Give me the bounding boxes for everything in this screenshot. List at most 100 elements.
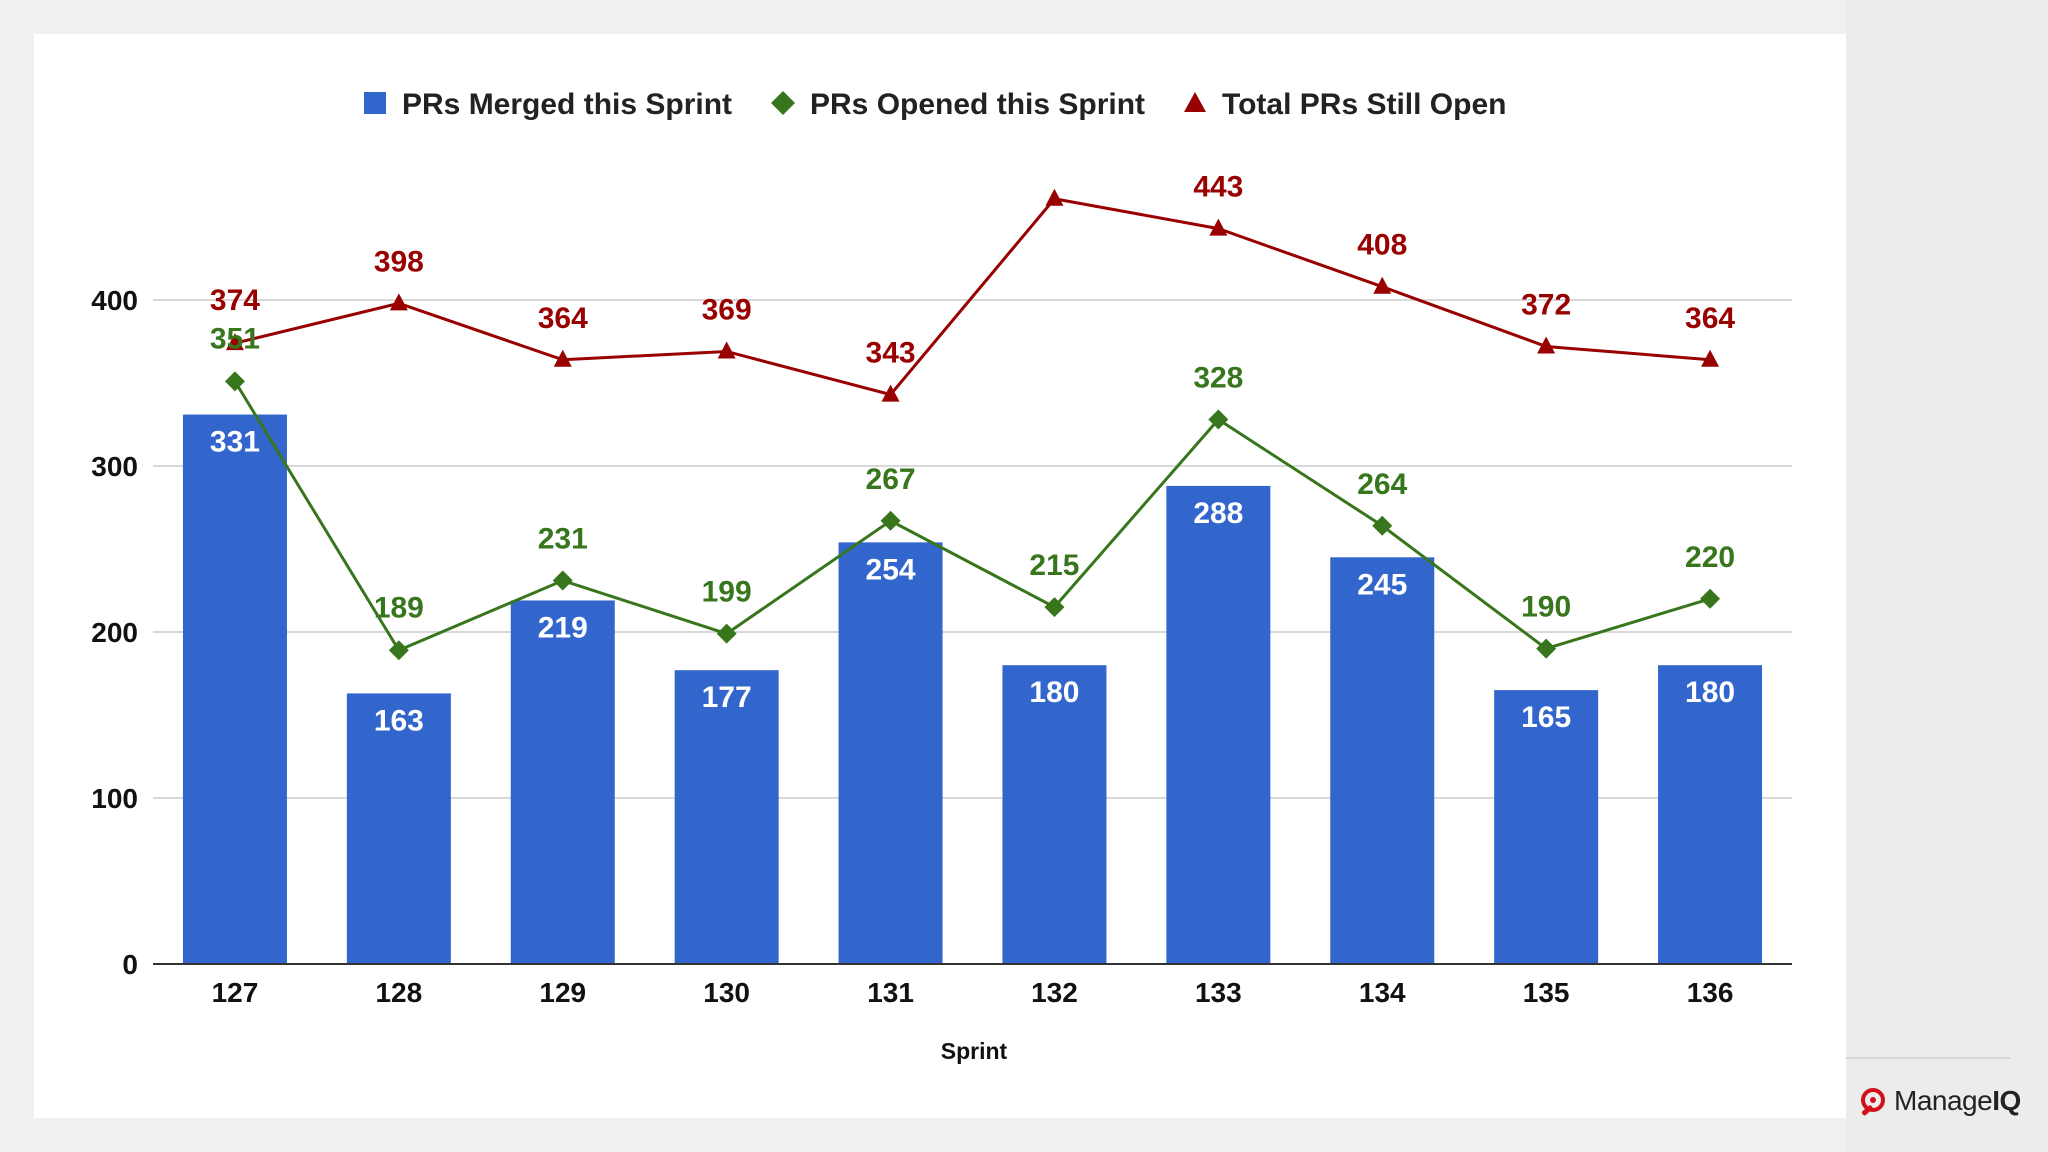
data-point — [1700, 588, 1721, 609]
bar-data-label: 163 — [374, 704, 424, 737]
legend-label: PRs Opened this Sprint — [810, 88, 1145, 121]
bar — [1166, 485, 1271, 964]
legend: PRs Merged this Sprint PRs Opened this Sp… — [364, 88, 1506, 121]
bar-data-label: 180 — [1685, 676, 1735, 709]
x-axis: 127 128 129 130 131 132 133 134 135 136 — [212, 977, 1734, 1008]
bar-series-merged: 331 163 219 177 254 180 288 245 165 180 — [153, 414, 1792, 965]
bar-data-label: 245 — [1357, 568, 1407, 601]
series-line — [234, 197, 1711, 397]
bar — [510, 600, 615, 964]
line-data-label: 328 — [1193, 362, 1243, 395]
data-point — [1537, 336, 1556, 354]
y-tick-label: 100 — [91, 783, 138, 814]
x-tick-label: 135 — [1523, 977, 1570, 1008]
x-tick-label: 136 — [1687, 977, 1734, 1008]
brand-name: ManageIQ — [1894, 1085, 2021, 1117]
footer-divider — [1846, 1057, 2010, 1059]
bar-data-label: 254 — [866, 553, 916, 586]
legend-label: PRs Merged this Sprint — [402, 88, 732, 121]
bar-data-label: 180 — [1029, 676, 1079, 709]
bar — [1330, 557, 1435, 964]
line-data-label: 199 — [702, 576, 752, 609]
data-point — [1372, 515, 1393, 536]
y-tick-label: 400 — [91, 285, 138, 316]
bar-data-label: 288 — [1193, 497, 1243, 530]
bar — [1658, 665, 1763, 964]
x-tick-label: 134 — [1359, 977, 1406, 1008]
brand-name-prefix: Manage — [1894, 1085, 1993, 1116]
bar — [674, 670, 779, 964]
line-data-label: 443 — [1193, 171, 1243, 204]
combo-chart: PRs Merged this Sprint PRs Opened this Sp… — [91, 88, 1792, 1064]
x-tick-label: 129 — [539, 977, 586, 1008]
data-point — [389, 293, 408, 311]
line-data-label: 220 — [1685, 541, 1735, 574]
x-tick-label: 127 — [212, 977, 259, 1008]
line-data-label: 369 — [702, 293, 752, 326]
data-point — [1209, 218, 1228, 236]
data-point — [1045, 188, 1064, 206]
line-data-label: 408 — [1357, 229, 1407, 262]
data-point — [225, 333, 244, 351]
data-point — [880, 510, 901, 531]
chart-card: PRs Merged this Sprint PRs Opened this Sp… — [34, 34, 1846, 1118]
data-point — [881, 384, 900, 402]
data-point — [1044, 597, 1065, 618]
line-series-triangle: 374 398 364 369 343 443 408 372 364 — [210, 171, 1735, 402]
line-data-label: 215 — [1029, 549, 1079, 582]
background-decoration — [1846, 0, 2048, 1152]
data-point — [224, 371, 245, 392]
x-axis-title: Sprint — [941, 1038, 1008, 1064]
x-tick-label: 133 — [1195, 977, 1242, 1008]
legend-item-0: PRs Merged this Sprint — [364, 88, 732, 121]
y-tick-label: 0 — [122, 949, 138, 980]
bar-data-label: 219 — [538, 611, 588, 644]
legend-triangle-icon — [1184, 92, 1206, 112]
bar-data-label: 177 — [702, 681, 752, 714]
legend-square-icon — [364, 92, 386, 114]
line-series-diamond: 351 189 231 199 267 215 328 264 190 220 — [210, 322, 1735, 661]
line-data-label: 398 — [374, 245, 424, 278]
bar-data-label: 165 — [1521, 701, 1571, 734]
bar-data-label: 331 — [210, 426, 260, 459]
data-point — [1208, 409, 1229, 430]
brand-name-suffix: IQ — [1992, 1085, 2021, 1116]
data-point — [553, 349, 572, 367]
bar — [346, 693, 451, 964]
data-point — [716, 623, 737, 644]
brand-logo: ManageIQ — [1858, 1083, 2021, 1119]
line-data-label: 264 — [1357, 468, 1407, 501]
line-data-label: 189 — [374, 591, 424, 624]
legend-label: Total PRs Still Open — [1222, 88, 1506, 121]
line-data-label: 351 — [210, 322, 260, 355]
x-tick-label: 130 — [703, 977, 750, 1008]
line-data-label: 364 — [538, 302, 588, 335]
x-tick-label: 132 — [1031, 977, 1078, 1008]
bar — [1002, 665, 1107, 964]
data-point — [388, 640, 409, 661]
data-point — [717, 341, 736, 359]
data-point — [1373, 276, 1392, 294]
legend-item-1: PRs Opened this Sprint — [771, 88, 1145, 121]
bar — [838, 542, 943, 964]
series-line — [233, 380, 1711, 653]
y-axis: 0 100 200 300 400 — [91, 285, 138, 980]
bar — [182, 414, 287, 964]
line-data-label: 190 — [1521, 591, 1571, 624]
data-point — [1536, 638, 1557, 659]
x-tick-label: 128 — [375, 977, 422, 1008]
bar — [1494, 690, 1599, 964]
data-point — [1701, 349, 1720, 367]
y-tick-label: 300 — [91, 451, 138, 482]
data-point — [552, 570, 573, 591]
line-series: 374 398 364 369 343 443 408 372 364 351 189 231 199 2… — [210, 171, 1735, 661]
line-data-label: 374 — [210, 284, 260, 317]
line-data-label: 231 — [538, 523, 588, 556]
x-tick-label: 131 — [867, 977, 914, 1008]
manageiq-logo-icon — [1861, 1088, 1885, 1116]
line-data-label: 364 — [1685, 302, 1735, 335]
line-data-label: 372 — [1521, 288, 1571, 321]
legend-item-2: Total PRs Still Open — [1184, 88, 1506, 121]
line-data-label: 343 — [866, 337, 916, 370]
